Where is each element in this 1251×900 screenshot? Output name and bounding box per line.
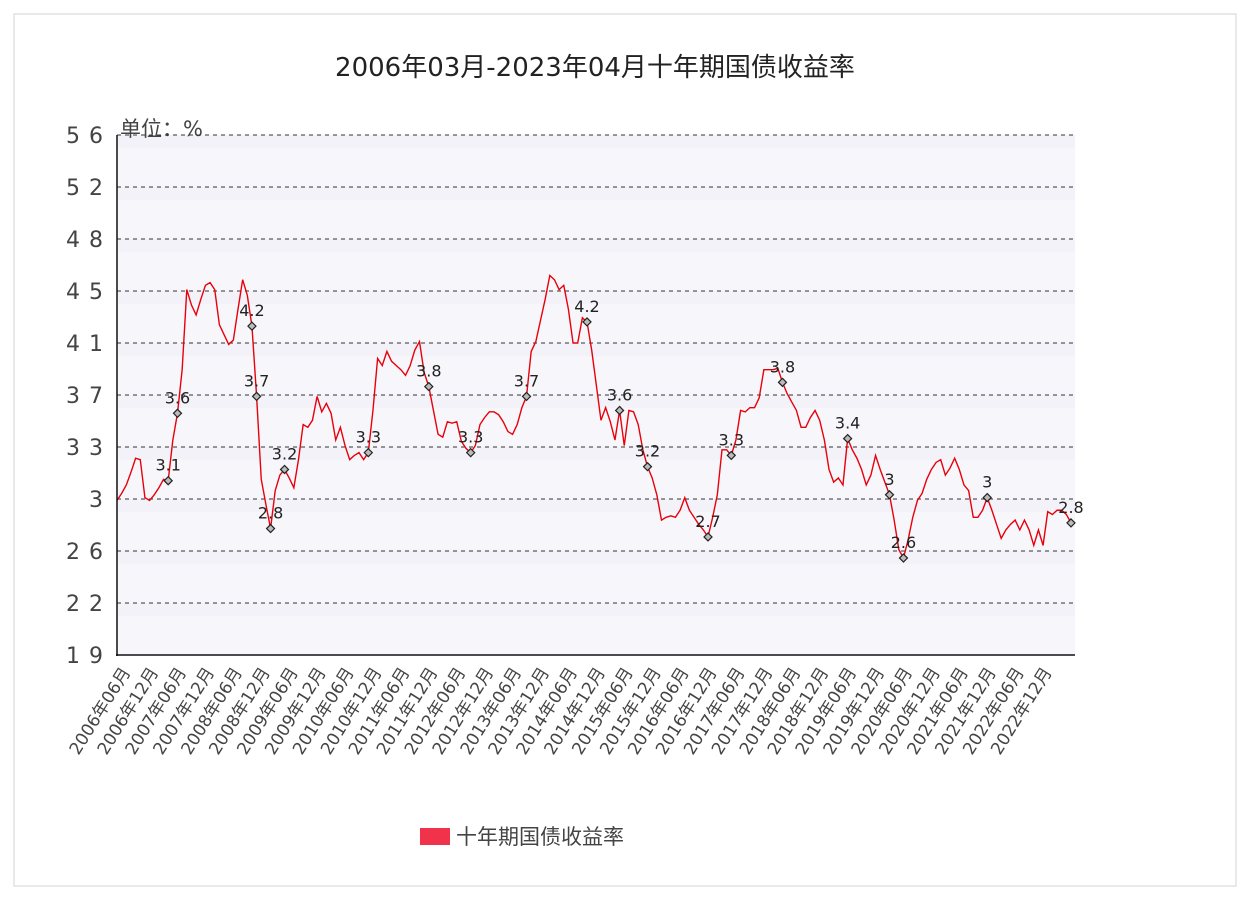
data-label: 3.3	[356, 428, 381, 447]
legend-label: 十年期国债收益率	[456, 825, 624, 849]
point-marker	[777, 377, 788, 388]
point-marker	[423, 381, 434, 392]
data-label: 3.3	[719, 430, 744, 449]
data-label: 3	[884, 470, 894, 489]
point-marker	[251, 391, 262, 402]
point-marker	[898, 553, 909, 563]
data-label: 3.6	[165, 388, 190, 407]
plot-stripe	[117, 395, 1075, 408]
y-tick-label: 2 2	[66, 592, 104, 617]
point-marker	[726, 450, 737, 461]
plot-stripe	[117, 551, 1075, 564]
data-label: 3.3	[458, 428, 483, 447]
point-marker	[982, 492, 993, 503]
y-tick-label: 4 1	[66, 332, 104, 357]
point-marker	[363, 447, 374, 458]
data-label: 2.6	[891, 533, 916, 552]
chart-title: 2006年03月-2023年04月十年期国债收益率	[335, 53, 855, 83]
plot-stripe	[117, 343, 1075, 356]
point-marker	[247, 321, 257, 331]
point-marker	[163, 475, 174, 486]
legend-swatch	[420, 828, 450, 845]
y-tick-label: 5 2	[66, 176, 104, 201]
point-marker	[582, 317, 592, 327]
plot-stripes	[117, 135, 1075, 616]
plot-stripe	[117, 135, 1075, 148]
y-tick-label: 3 7	[66, 384, 104, 409]
y-tick-label: 3	[89, 488, 104, 513]
plot-stripe	[117, 447, 1075, 460]
y-tick-label: 2 6	[66, 540, 104, 565]
data-label: 3.4	[835, 414, 860, 433]
point-marker	[265, 523, 276, 534]
line	[116, 274, 1072, 560]
data-label: 2.7	[695, 512, 720, 531]
y-tick-label: 4 8	[66, 228, 104, 253]
y-tick-label: 1 9	[66, 644, 104, 669]
data-label: 3.8	[770, 357, 795, 376]
data-label: 3.7	[514, 371, 539, 390]
data-label: 2.8	[258, 504, 283, 523]
data-label: 3.2	[635, 442, 660, 461]
y-tick-label: 4 5	[66, 280, 104, 305]
point-marker	[614, 405, 625, 416]
point-marker	[172, 408, 183, 419]
point-marker	[521, 391, 532, 402]
plot-stripe	[117, 239, 1075, 252]
y-tick-label: 3 3	[66, 436, 104, 461]
y-tick-label: 5 6	[66, 124, 104, 149]
point-marker	[642, 461, 653, 472]
point-marker	[842, 433, 853, 444]
data-label: 3.1	[155, 456, 180, 475]
data-label: 3.6	[607, 385, 632, 404]
point-marker	[703, 532, 713, 542]
point-marker	[465, 447, 476, 458]
plot-stripe	[117, 603, 1075, 616]
point-marker	[1066, 518, 1076, 528]
data-label: 3.7	[244, 371, 269, 390]
point-marker	[884, 489, 895, 500]
data-label: 4.2	[239, 301, 264, 320]
plot-stripe	[117, 187, 1075, 200]
y-axis-label: 单位：%	[120, 117, 203, 141]
data-label: 2.8	[1058, 498, 1083, 517]
data-label: 3	[982, 473, 992, 492]
plot-stripe	[117, 499, 1075, 512]
data-label: 3.8	[416, 362, 441, 381]
data-label: 4.2	[574, 297, 599, 316]
point-marker	[279, 464, 290, 475]
plot-stripe	[117, 291, 1075, 304]
data-label: 3.2	[272, 444, 297, 463]
